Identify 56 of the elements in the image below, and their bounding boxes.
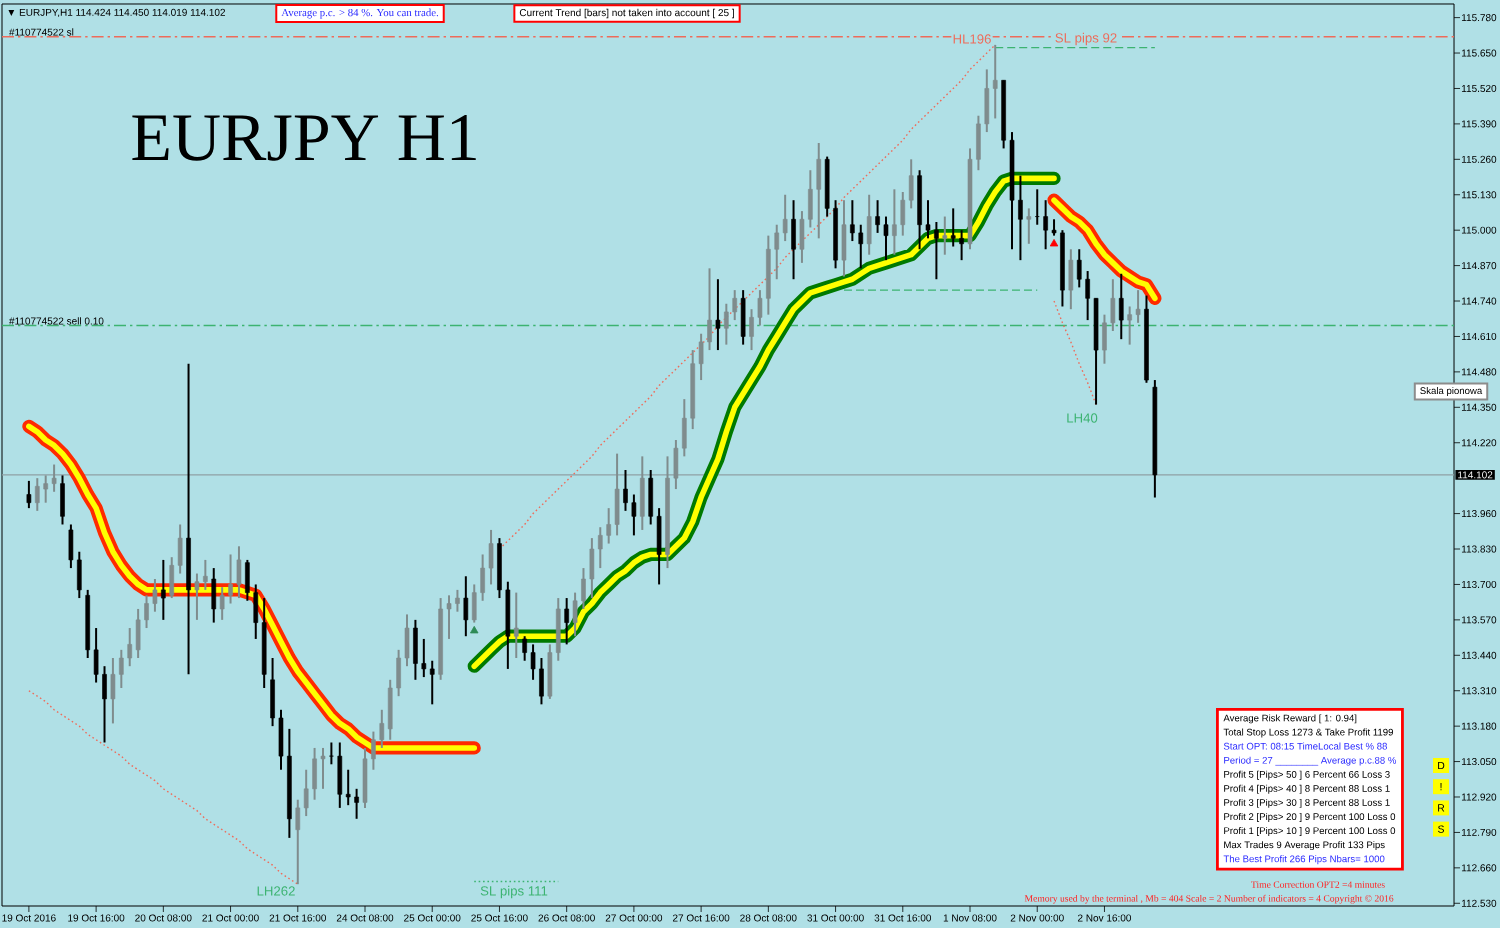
candlestick	[740, 289, 746, 346]
candlestick	[60, 474, 65, 526]
candlestick	[908, 158, 914, 210]
candlestick	[724, 302, 729, 346]
candlestick	[161, 558, 166, 621]
candlestick	[320, 746, 326, 790]
candlestick	[850, 199, 855, 243]
candlestick	[354, 787, 359, 820]
candlestick	[362, 746, 368, 809]
candlestick	[135, 607, 141, 660]
candlestick	[26, 479, 32, 510]
candlestick	[639, 455, 645, 531]
candlestick	[51, 463, 57, 493]
text: EURJPY H1	[132, 115, 476, 161]
candlestick	[413, 618, 418, 681]
line-series	[1053, 300, 1097, 406]
candlestick	[1026, 207, 1032, 245]
candlestick	[110, 657, 116, 725]
candlestick	[782, 193, 788, 243]
candlestick	[295, 798, 301, 886]
candlestick	[329, 741, 334, 766]
candlestick	[219, 586, 225, 621]
candlestick	[858, 223, 864, 270]
candlestick	[211, 567, 217, 624]
candlestick	[816, 141, 822, 240]
candlestick	[631, 493, 637, 537]
candlestick	[43, 474, 49, 504]
candlestick	[900, 191, 906, 237]
candlestick	[866, 193, 872, 256]
candlestick	[732, 289, 738, 322]
candlestick	[34, 477, 40, 512]
candlestick	[488, 528, 494, 586]
candlestick	[345, 768, 351, 807]
candlestick	[883, 215, 889, 262]
candlestick	[892, 188, 897, 256]
candlestick	[337, 741, 343, 809]
candlestick	[942, 215, 948, 256]
candlestick	[1068, 248, 1074, 311]
candlestick	[992, 43, 998, 120]
candlestick	[152, 577, 158, 613]
candlestick	[1135, 289, 1141, 324]
candlestick	[950, 207, 956, 248]
candlestick	[791, 199, 796, 281]
candlestick	[1118, 272, 1124, 341]
candlestick	[513, 591, 519, 660]
candlestick	[614, 452, 620, 537]
candlestick	[236, 545, 242, 600]
candlestick	[127, 627, 133, 668]
candlestick	[589, 537, 595, 600]
candlestick	[429, 659, 435, 706]
candlestick	[841, 199, 847, 278]
candlestick	[463, 575, 469, 638]
candlestick	[715, 278, 721, 352]
candlestick	[959, 229, 964, 262]
candlestick	[194, 572, 200, 621]
candlestick	[564, 597, 569, 646]
